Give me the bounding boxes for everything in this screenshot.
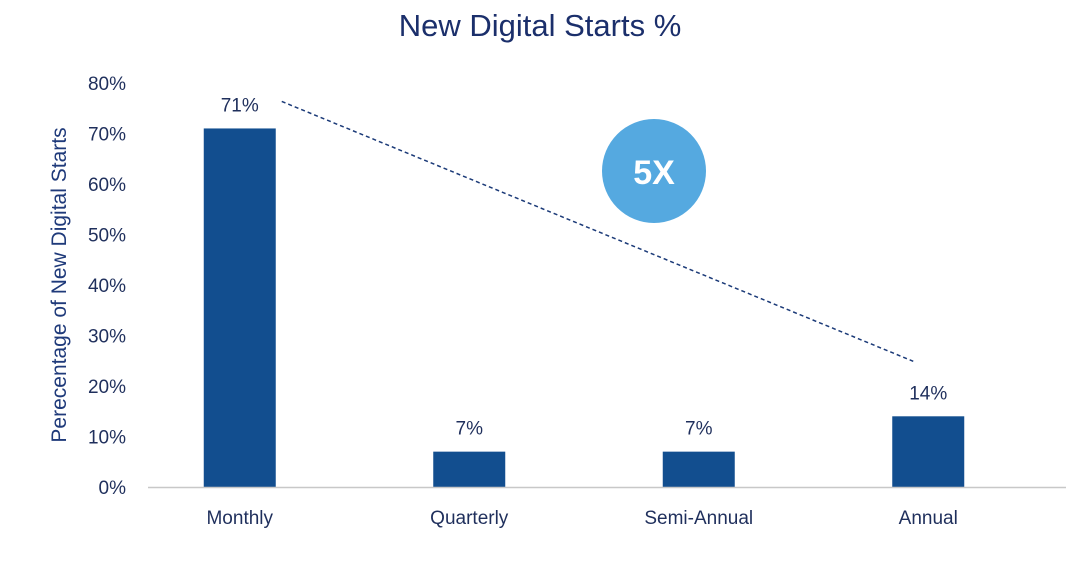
bar-quarterly	[433, 451, 506, 487]
y-tick-label: 10%	[88, 428, 126, 449]
y-tick-label: 40%	[88, 276, 126, 297]
bars	[203, 128, 965, 487]
category-labels: Monthly Quarterly Semi-Annual Annual	[206, 508, 957, 529]
multiplier-badge: 5X	[602, 119, 706, 223]
data-label: 7%	[456, 419, 484, 440]
y-tick-label: 30%	[88, 327, 126, 348]
bar-monthly	[203, 128, 276, 487]
y-axis-ticks: 0% 10% 20% 30% 40% 50% 60% 70% 80%	[88, 74, 126, 499]
y-axis-label: Perecentage of New Digital Starts	[48, 127, 71, 442]
y-tick-label: 50%	[88, 226, 126, 247]
data-label: 7%	[685, 419, 713, 440]
chart-title: New Digital Starts %	[398, 8, 682, 43]
bar-annual	[892, 416, 965, 487]
y-tick-label: 70%	[88, 125, 126, 146]
y-tick-label: 80%	[88, 74, 126, 95]
category-label: Semi-Annual	[644, 508, 753, 529]
data-labels: 71% 7% 7% 14%	[221, 95, 948, 439]
y-tick-label: 0%	[99, 478, 127, 499]
y-tick-label: 60%	[88, 175, 126, 196]
bar-semi-annual	[662, 451, 735, 487]
data-label: 71%	[221, 95, 259, 116]
category-label: Quarterly	[430, 508, 509, 529]
trend-line	[281, 100, 914, 362]
multiplier-badge-text: 5X	[633, 154, 675, 192]
category-label: Monthly	[206, 508, 273, 529]
y-tick-label: 20%	[88, 377, 126, 398]
category-label: Annual	[899, 508, 958, 529]
data-label: 14%	[909, 383, 947, 404]
multiplier-badge-circle	[602, 119, 706, 223]
